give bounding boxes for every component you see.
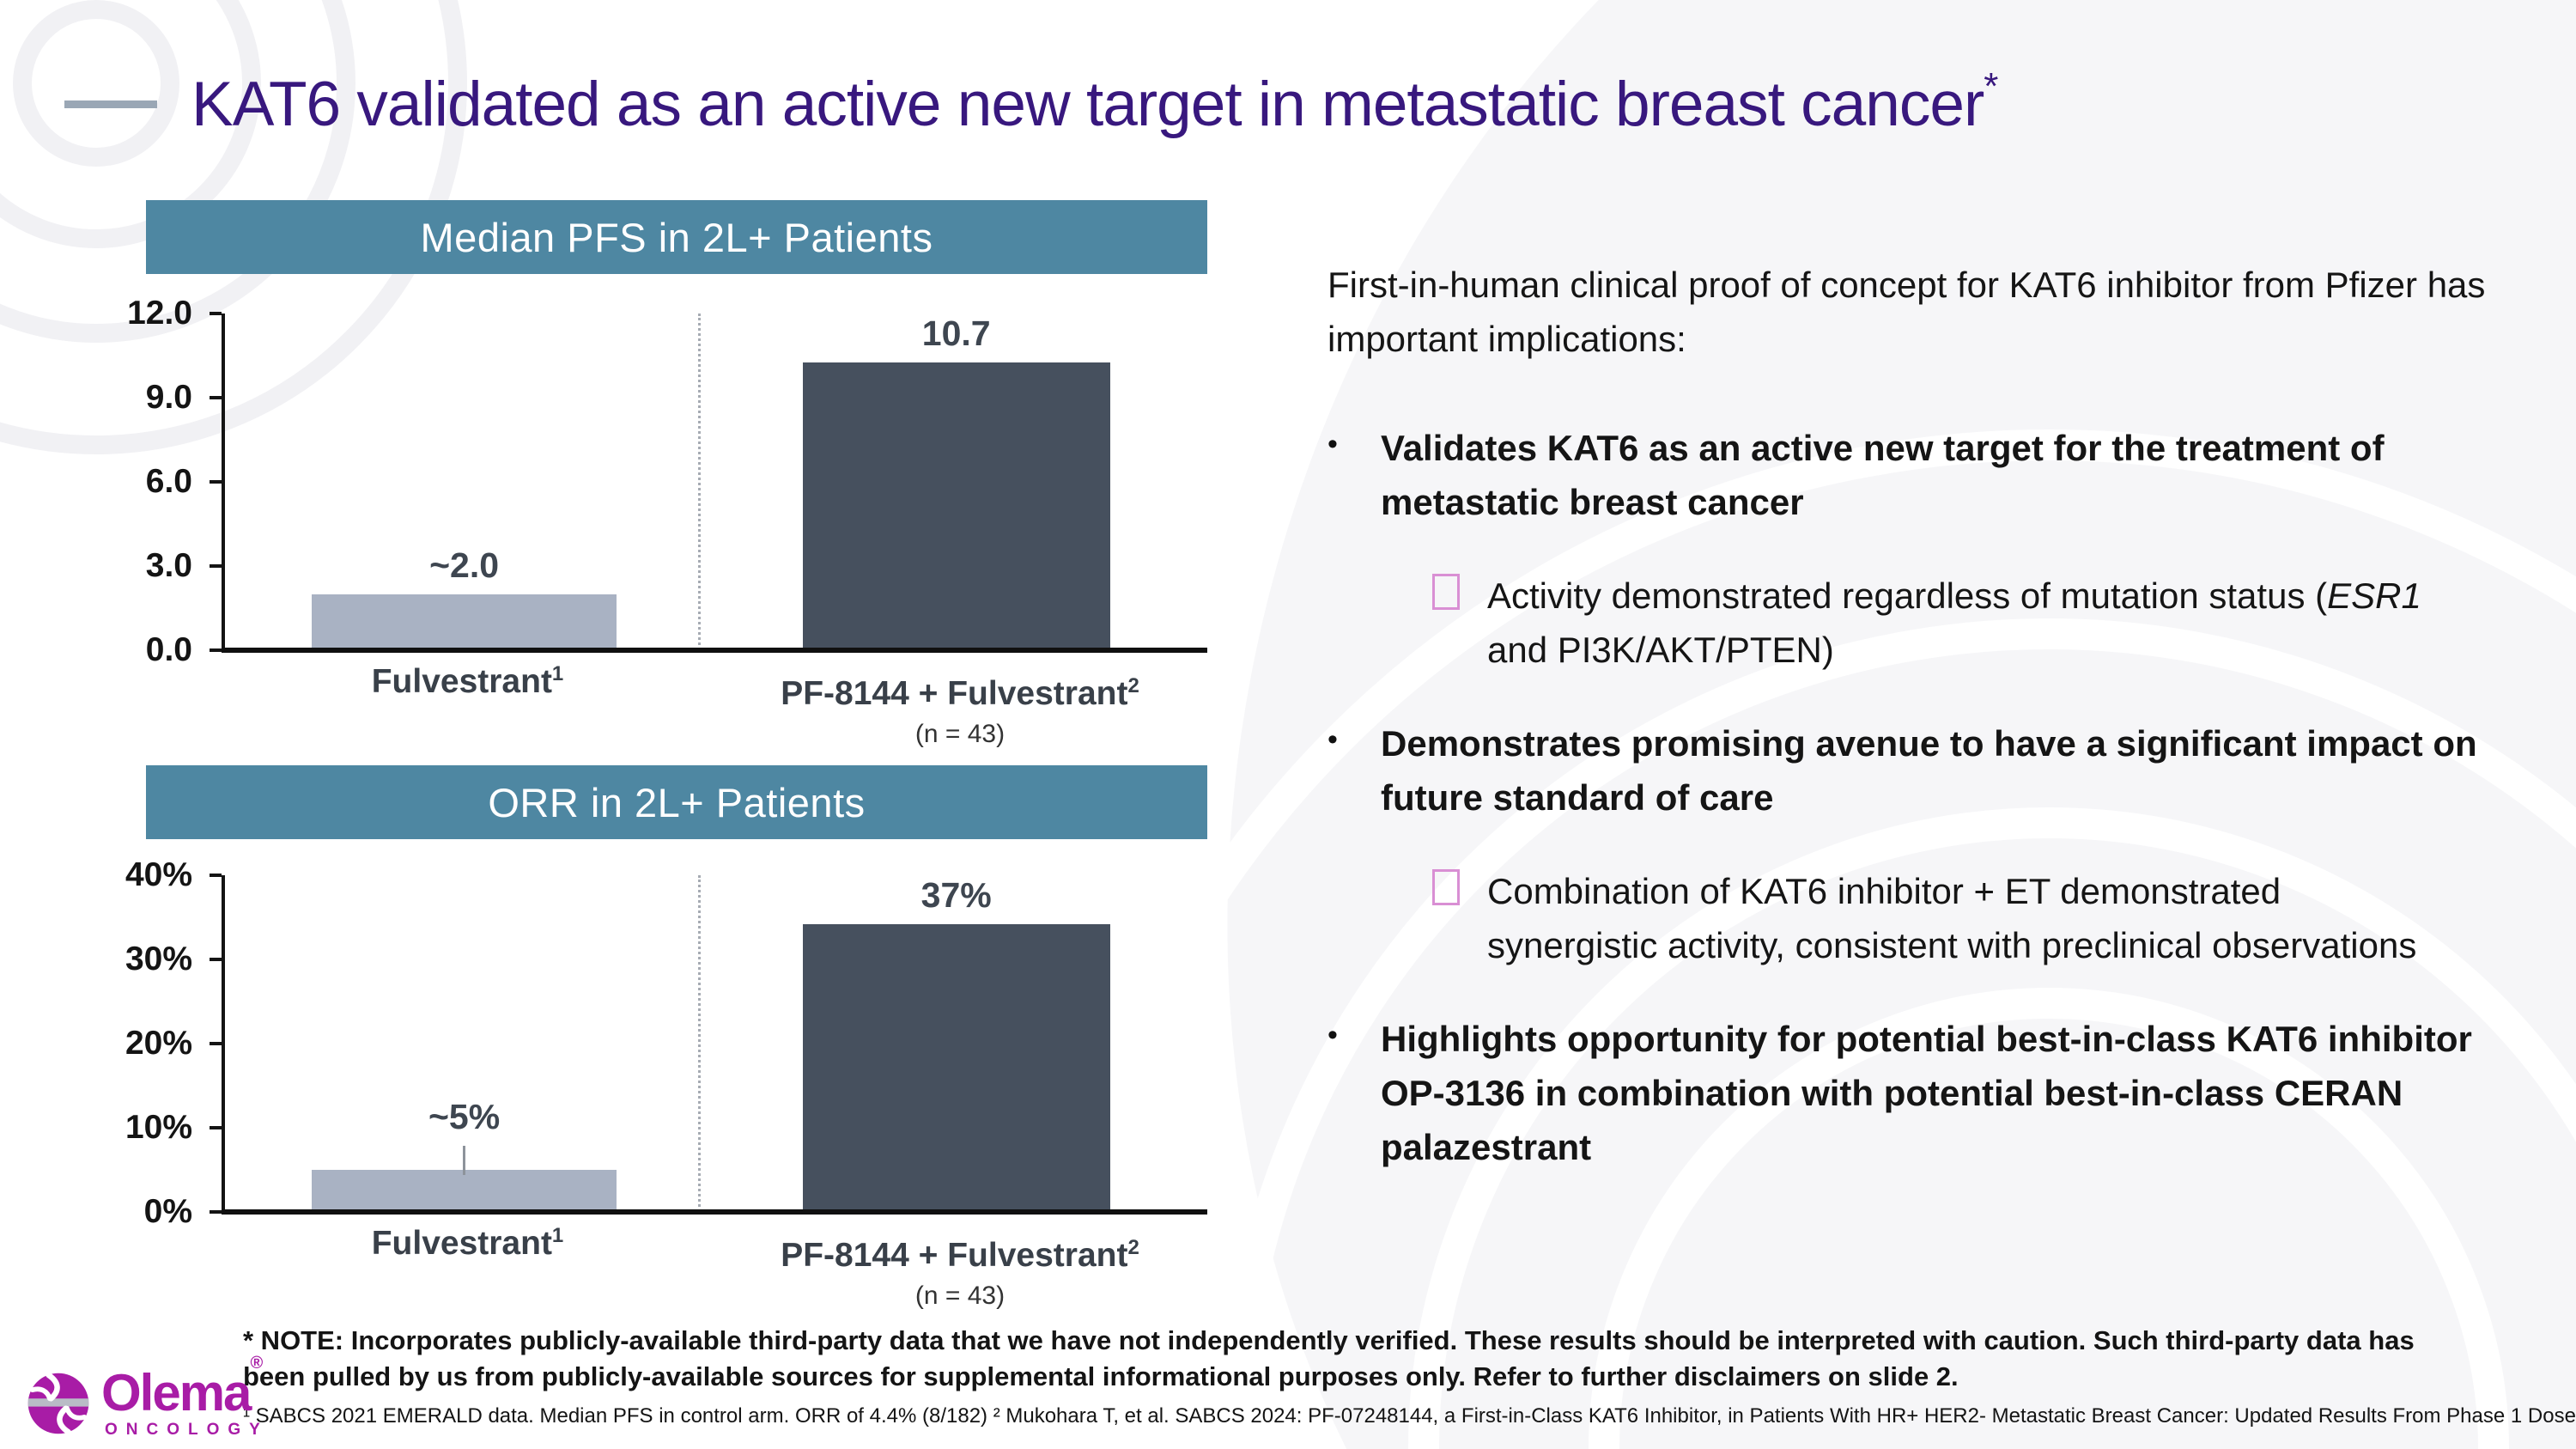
x-label-fulvestrant: Fulvestrant1	[372, 1224, 564, 1263]
x-label-text: PF-8144 + Fulvestrant	[781, 1237, 1128, 1274]
bar-slot-fulvestrant: ~5%	[311, 875, 617, 1212]
subbullet-text: Combination of KAT6 inhibitor + ET demon…	[1487, 871, 2417, 965]
x-label-superscript: 1	[551, 1224, 564, 1247]
y-tick-label: 20%	[125, 1025, 192, 1062]
chart-median-pfs: Median PFS in 2L+ Patients 12.0 9.0 6.0 …	[127, 200, 1207, 774]
subbullet-text-italic: ESR1	[2327, 575, 2421, 616]
chart-orr-plot-row: 40% 30% 20% 10% 0% ~5%	[125, 856, 1207, 1230]
olema-logo-icon	[27, 1373, 89, 1434]
bar-slot-fulvestrant: ~2.0	[311, 314, 617, 650]
chart-orr-header: ORR in 2L+ Patients	[146, 765, 1207, 839]
hollow-box-marker	[1432, 574, 1460, 610]
title-row: KAT6 validated as an active new target i…	[64, 65, 1998, 140]
chart-orr: ORR in 2L+ Patients 40% 30% 20% 10% 0%	[125, 765, 1207, 1336]
bar-pf8144	[802, 924, 1110, 1212]
olema-logo: Olema® ONCOLOGY	[27, 1355, 269, 1440]
chart-orr-yaxis: 40% 30% 20% 10% 0%	[125, 856, 222, 1230]
bar-pf8144	[802, 362, 1110, 650]
dotted-divider	[698, 314, 702, 650]
n-count-label: (n = 43)	[914, 1282, 1005, 1310]
y-tick-mark	[210, 648, 222, 652]
y-tick-label: 6.0	[145, 463, 192, 500]
y-tick-label: 30%	[125, 941, 192, 977]
y-tick-label: 3.0	[145, 547, 192, 584]
chart-median-pfs-header: Median PFS in 2L+ Patients	[146, 200, 1207, 274]
x-label-pf8144: PF-8144 + Fulvestrant2 (n = 43)	[781, 1236, 1139, 1311]
bar-value-label: ~5%	[428, 1097, 501, 1136]
subbullet-combination: Combination of KAT6 inhibitor + ET demon…	[1432, 864, 2495, 972]
bar-fulvestrant	[311, 1170, 617, 1212]
bullet-text: Demonstrates promising avenue to have a …	[1381, 723, 2477, 818]
bar-fulvestrant	[311, 594, 617, 650]
bullet-marker: •	[1327, 428, 1338, 460]
x-label-superscript: 2	[1127, 1236, 1139, 1259]
subbullet-text-post: and PI3K/AKT/PTEN)	[1487, 630, 1834, 670]
subbullet-text: Activity demonstrated regardless of muta…	[1487, 569, 2458, 677]
bar-value-label: 10.7	[921, 314, 991, 353]
y-tick-mark	[210, 480, 222, 484]
bullet-text: Highlights opportunity for potential bes…	[1381, 1019, 2472, 1167]
footer-note: * NOTE: Incorporates publicly-available …	[243, 1325, 2415, 1391]
y-tick-mark	[210, 958, 222, 961]
chart-orr-xlabels: Fulvestrant1 PF-8144 + Fulvestrant2 (n = …	[146, 1224, 1207, 1336]
bar-value-label: ~2.0	[429, 545, 500, 585]
olema-tagline: ONCOLOGY	[105, 1421, 269, 1439]
y-tick-label: 12.0	[127, 295, 192, 332]
y-tick-mark	[210, 312, 222, 315]
page-title-asterisk: *	[1984, 64, 1998, 107]
y-tick-mark	[210, 396, 222, 399]
page-title-text: KAT6 validated as an active new target i…	[191, 70, 1984, 139]
y-tick-mark	[210, 1126, 222, 1129]
chart-median-pfs-xlabels: Fulvestrant1 PF-8144 + Fulvestrant2 (n = …	[146, 662, 1207, 774]
bullet-demonstrates-avenue: • Demonstrates promising avenue to have …	[1327, 716, 2495, 825]
y-tick-mark	[210, 564, 222, 568]
x-label-superscript: 2	[1127, 674, 1139, 697]
y-tick-label: 0.0	[145, 631, 192, 668]
y-tick-mark	[210, 874, 222, 877]
y-tick-mark	[210, 1210, 222, 1214]
y-tick-label: 0%	[143, 1193, 192, 1230]
y-tick-label: 9.0	[145, 379, 192, 416]
x-label-text: PF-8144 + Fulvestrant	[781, 675, 1128, 712]
error-tick	[463, 1146, 466, 1175]
dotted-divider	[698, 875, 702, 1212]
bullet-text: Validates KAT6 as an active new target f…	[1381, 428, 2385, 522]
footer: * NOTE: Incorporates publicly-available …	[243, 1323, 2576, 1449]
key-points-panel: First-in-human clinical proof of concept…	[1327, 258, 2495, 1214]
x-label-superscript: 1	[551, 662, 564, 685]
bar-value-label: 37%	[920, 875, 992, 915]
x-label-text: Fulvestrant	[371, 1225, 552, 1262]
x-axis-line	[222, 648, 1207, 653]
x-label-pf8144: PF-8144 + Fulvestrant2 (n = 43)	[781, 674, 1139, 749]
olema-brand-name: Olema®	[101, 1355, 269, 1422]
x-axis-line	[222, 1209, 1207, 1215]
registered-mark: ®	[250, 1354, 263, 1373]
y-tick-label: 40%	[125, 856, 192, 893]
y-tick-mark	[210, 1042, 222, 1045]
bullet-marker: •	[1327, 723, 1338, 756]
x-label-text: Fulvestrant	[371, 663, 552, 700]
chart-median-pfs-plot-row: 12.0 9.0 6.0 3.0 0.0 ~2.0	[127, 295, 1207, 668]
footer-references: ¹ SABCS 2021 EMERALD data. Median PFS in…	[243, 1404, 2576, 1428]
olema-brand-text: Olema	[101, 1364, 252, 1422]
olema-logo-text: Olema® ONCOLOGY	[101, 1355, 269, 1440]
bullet-validates-kat6: • Validates KAT6 as an active new target…	[1327, 421, 2495, 529]
chart-orr-plot: ~5% 37%	[210, 874, 1207, 1215]
subbullet-text-pre: Activity demonstrated regardless of muta…	[1487, 575, 2328, 616]
bullet-highlights-opportunity: • Highlights opportunity for potential b…	[1327, 1012, 2495, 1174]
subbullet-activity: Activity demonstrated regardless of muta…	[1432, 569, 2495, 677]
bar-slot-pf8144: 37%	[802, 875, 1110, 1212]
x-label-fulvestrant: Fulvestrant1	[372, 662, 564, 701]
page-title: KAT6 validated as an active new target i…	[191, 65, 1998, 140]
title-dash-decoration	[64, 100, 157, 108]
bar-slot-pf8144: 10.7	[802, 314, 1110, 650]
panel-intro: First-in-human clinical proof of concept…	[1327, 265, 2486, 359]
bullet-marker: •	[1327, 1019, 1338, 1051]
y-tick-label: 10%	[125, 1109, 192, 1146]
chart-median-pfs-plot: ~2.0 10.7	[210, 312, 1207, 653]
n-count-label: (n = 43)	[914, 720, 1005, 748]
hollow-box-marker	[1432, 869, 1460, 905]
